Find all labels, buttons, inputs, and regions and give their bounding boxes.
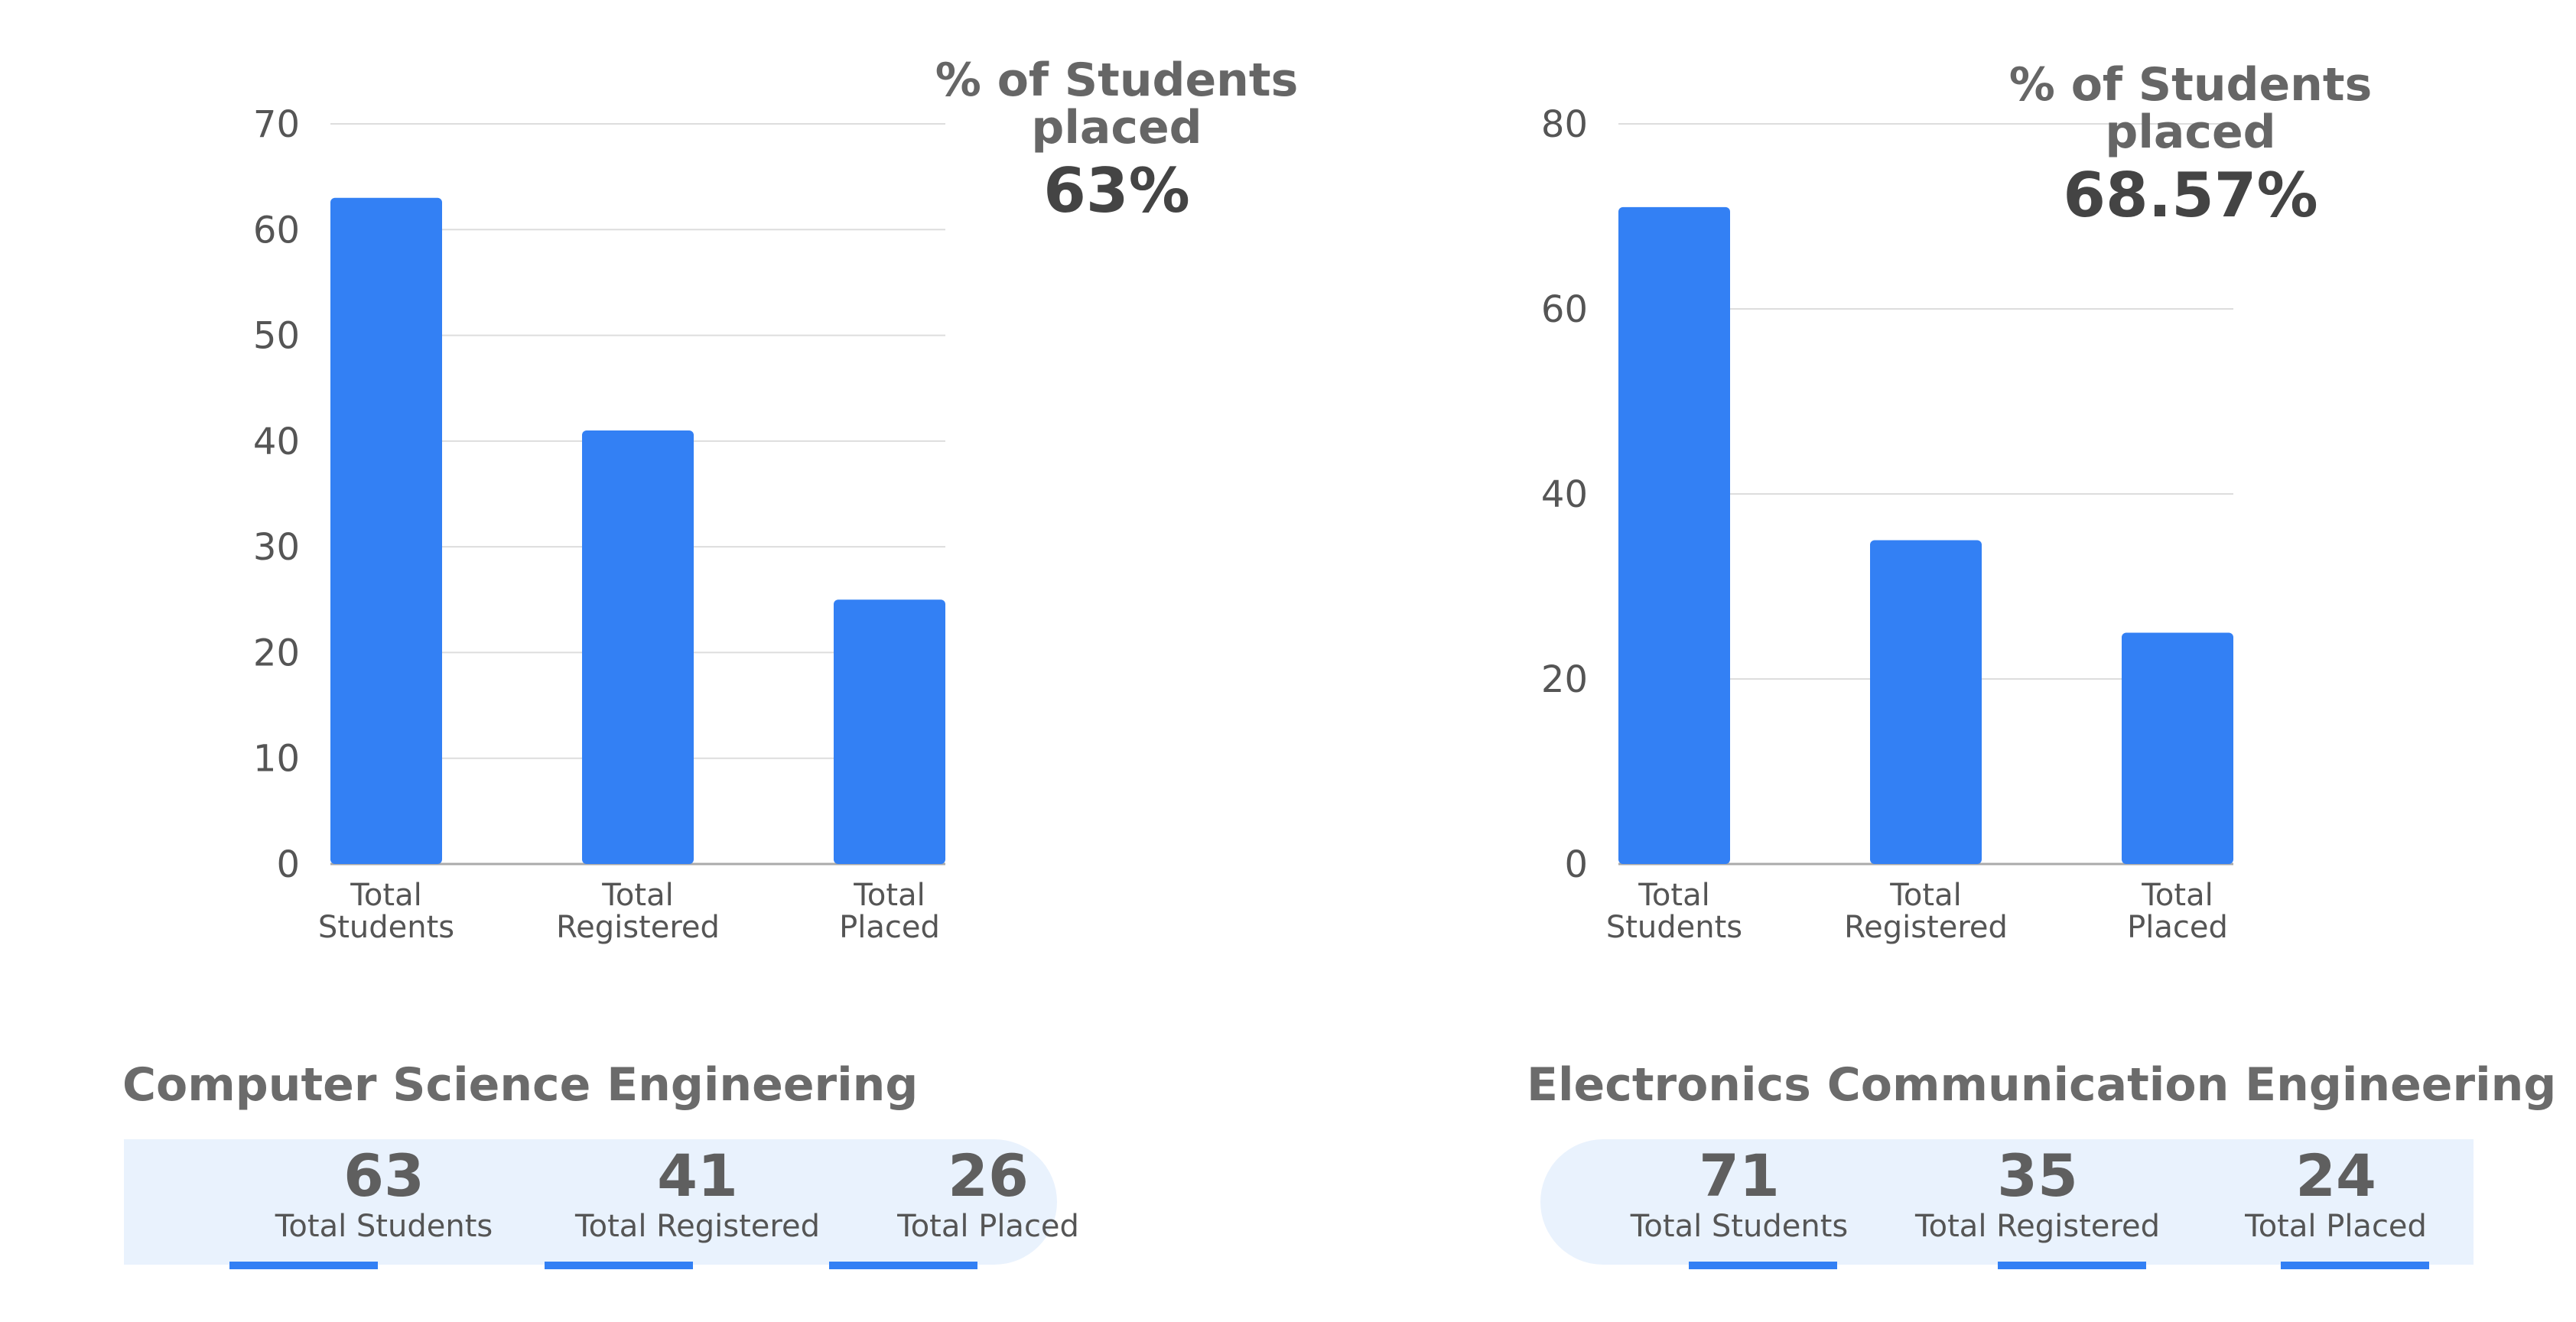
- stat-value: 63: [343, 1142, 424, 1210]
- y-tick-label: 0: [1564, 843, 1588, 886]
- y-tick-label: 60: [1541, 288, 1588, 331]
- y-tick-label: 50: [253, 315, 300, 358]
- pct-value: 63%: [1043, 155, 1190, 226]
- stat-total-placed: 24 Total Placed: [2191, 1139, 2481, 1265]
- pct-heading-line2: placed: [2105, 106, 2276, 159]
- stat-underline: [1689, 1262, 1837, 1269]
- y-tick-label: 60: [253, 209, 300, 252]
- stat-underline: [1998, 1262, 2146, 1269]
- bar-total-placed: [834, 599, 945, 864]
- placement-percentage-ece: % of Students placed 68.57%: [1961, 61, 2420, 232]
- stat-total-registered: 35 Total Registered: [1892, 1139, 2183, 1265]
- y-tick-label: 70: [253, 103, 300, 146]
- x-category-label: Total Placed: [839, 878, 940, 945]
- pct-heading-line1: % of Students: [935, 54, 1299, 107]
- x-category-label: Total Students: [1606, 878, 1742, 945]
- stat-label: Total Students: [1630, 1209, 1849, 1244]
- stat-value: 71: [1699, 1142, 1780, 1210]
- department-title-cse: Computer Science Engineering: [122, 1058, 919, 1112]
- stat-total-placed: 26 Total Placed: [843, 1139, 1134, 1265]
- bar-total-placed: [2122, 632, 2233, 864]
- panel-ece: 0 20 40 60 80 Total Students Total Registered Tot…: [1288, 0, 2576, 1322]
- stat-label: Total Registered: [1915, 1209, 2160, 1244]
- stats-box-ece: 71 Total Students 35 Total Registered 24…: [1540, 1139, 2474, 1265]
- y-tick-label: 30: [253, 526, 300, 569]
- stat-underline: [229, 1262, 378, 1269]
- bar-total-registered: [1870, 540, 1982, 864]
- stat-value: 26: [948, 1142, 1029, 1210]
- stat-label: Total Placed: [2245, 1209, 2427, 1244]
- y-tick-label: 80: [1541, 103, 1588, 146]
- stat-total-registered: 41 Total Registered: [552, 1139, 843, 1265]
- y-tick-label: 10: [253, 738, 300, 781]
- y-tick-label: 20: [253, 632, 300, 674]
- pct-heading-line1: % of Students: [2008, 58, 2373, 112]
- stat-value: 35: [1997, 1142, 2078, 1210]
- stats-box-cse: 63 Total Students 41 Total Registered 26…: [124, 1139, 1079, 1265]
- bar-chart-cse: 0 10 20 30 40 50 60 70 Total Students Total Registe…: [253, 103, 945, 945]
- x-category-label: Total Students: [318, 878, 454, 945]
- x-category-label: Total Registered: [1844, 878, 2008, 945]
- stat-value: 41: [657, 1142, 738, 1210]
- stat-label: Total Placed: [897, 1209, 1079, 1244]
- bar-total-registered: [582, 430, 694, 864]
- stat-label: Total Students: [275, 1209, 493, 1244]
- stat-total-students: 71 Total Students: [1594, 1139, 1885, 1265]
- y-tick-label: 40: [1541, 473, 1588, 516]
- y-tick-label: 20: [1541, 658, 1588, 701]
- bar-total-students: [330, 197, 442, 864]
- department-title-ece: Electronics Communication Engineering: [1527, 1058, 2557, 1112]
- x-category-label: Total Registered: [556, 878, 720, 945]
- stat-underline: [2281, 1262, 2429, 1269]
- pct-value: 68.57%: [2063, 160, 2318, 231]
- stat-underline: [829, 1262, 977, 1269]
- x-category-label: Total Placed: [2127, 878, 2228, 945]
- stat-value: 24: [2295, 1142, 2376, 1210]
- stat-underline: [545, 1262, 693, 1269]
- bar-total-students: [1618, 206, 1730, 864]
- placement-percentage-cse: % of Students placed 63%: [903, 57, 1331, 228]
- stat-label: Total Registered: [575, 1209, 820, 1244]
- panel-cse: 0 10 20 30 40 50 60 70 Total Students Total Registe…: [122, 57, 1298, 1269]
- pct-heading-line2: placed: [1031, 101, 1202, 154]
- stat-total-students: 63 Total Students: [239, 1139, 529, 1265]
- bar-chart-ece: 0 20 40 60 80 Total Students Total Registered Tot…: [1541, 103, 2233, 945]
- y-tick-label: 40: [253, 421, 300, 463]
- y-tick-label: 0: [276, 843, 300, 886]
